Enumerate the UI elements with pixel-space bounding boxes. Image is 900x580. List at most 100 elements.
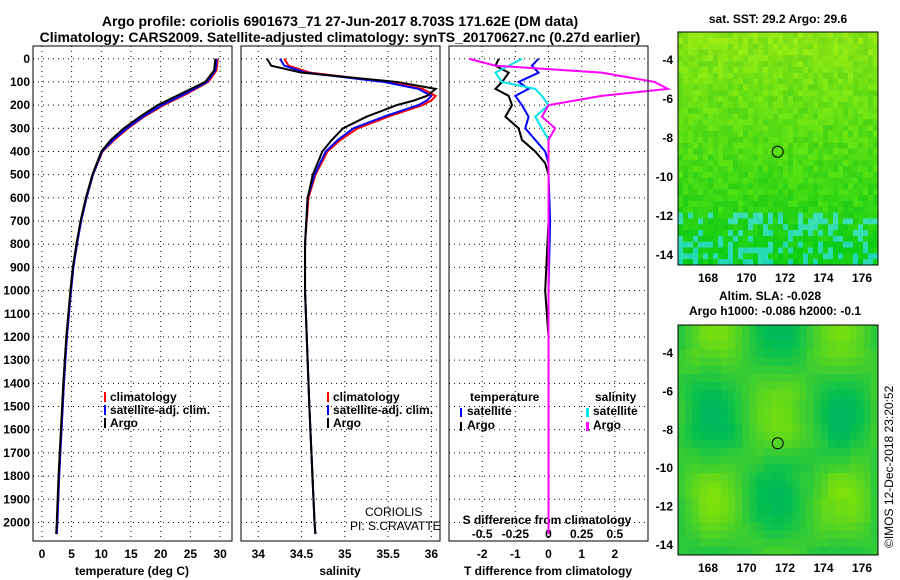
- map-cell: [706, 530, 715, 540]
- map-cell: [813, 119, 819, 126]
- map-cell: [688, 230, 694, 237]
- map-cell: [856, 522, 865, 531]
- map-cell: [842, 398, 850, 408]
- map-cell: [778, 505, 786, 515]
- map-cell: [688, 32, 694, 39]
- map-cell: [763, 472, 772, 482]
- map-cell: [856, 481, 865, 490]
- map-cell: [748, 212, 754, 219]
- map-cell: [868, 259, 874, 266]
- map-cell: [738, 200, 744, 208]
- lat-tick-label: -8: [662, 423, 673, 437]
- map-cell: [763, 125, 769, 132]
- map-cell: [678, 212, 684, 219]
- map-cell: [763, 513, 772, 523]
- map-cell: [858, 78, 864, 85]
- map-cell: [748, 61, 754, 68]
- map-cell: [733, 206, 739, 214]
- map-cell: [842, 357, 850, 367]
- map-cell: [756, 357, 765, 367]
- map-cell: [808, 113, 814, 120]
- map-cell: [728, 464, 736, 474]
- map-cell: [778, 96, 784, 103]
- map-cell: [848, 218, 854, 225]
- map-cell: [713, 154, 719, 161]
- map-cell: [706, 366, 715, 375]
- map-cell: [823, 96, 829, 103]
- map-cell: [848, 177, 854, 184]
- map-cell: [818, 212, 824, 219]
- map-cell: [813, 513, 822, 523]
- map-cell: [828, 481, 836, 490]
- map-cell: [828, 61, 834, 68]
- map-cell: [756, 374, 765, 383]
- map-cell: [756, 431, 765, 441]
- map-cell: [753, 218, 759, 225]
- map-cell: [685, 398, 693, 408]
- map-cell: [793, 90, 799, 97]
- map-cell: [788, 78, 794, 85]
- map-cell: [773, 119, 779, 126]
- map-cell: [778, 78, 784, 85]
- map-cell: [698, 90, 704, 97]
- map-cell: [858, 177, 864, 184]
- map-cell: [868, 55, 874, 62]
- map-cell: [683, 125, 689, 132]
- map-cell: [823, 148, 829, 155]
- map-cell: [838, 107, 844, 115]
- map-cell: [738, 218, 744, 225]
- map-cell: [753, 189, 759, 196]
- map-cell: [856, 357, 865, 367]
- map-cell: [713, 398, 722, 408]
- map-cell: [813, 160, 819, 167]
- map-cell: [683, 78, 689, 85]
- map-cell: [703, 142, 709, 149]
- map-cell: [718, 253, 724, 260]
- map-cell: [770, 415, 779, 425]
- map-cell: [808, 72, 814, 80]
- map-cell: [783, 235, 789, 243]
- map-cell: [773, 125, 779, 132]
- map-cell: [848, 125, 854, 132]
- map-cell: [778, 464, 786, 474]
- map-cell: [692, 349, 700, 359]
- map-cell: [720, 341, 729, 351]
- map-cell: [785, 513, 793, 523]
- map-cell: [856, 349, 865, 359]
- map-cell: [868, 160, 874, 167]
- map-cell: [706, 325, 715, 334]
- map-cell: [873, 55, 879, 62]
- map-cell: [783, 154, 789, 161]
- map-cell: [728, 177, 734, 184]
- map-cell: [688, 177, 694, 184]
- map-cell: [799, 407, 808, 416]
- map-cell: [863, 119, 869, 126]
- map-cell: [708, 49, 714, 56]
- map-cell: [733, 189, 739, 196]
- map-cell: [828, 497, 836, 507]
- map-cell: [803, 253, 809, 260]
- x-tick-label: -1: [510, 547, 521, 561]
- map-cell: [763, 113, 769, 120]
- map-cell: [713, 101, 719, 109]
- map-cell: [763, 259, 769, 266]
- map-cell: [813, 90, 819, 97]
- map-cell: [798, 195, 804, 202]
- map-cell: [693, 96, 699, 103]
- map-cell: [828, 341, 836, 351]
- map-cell: [853, 113, 859, 120]
- map-cell: [768, 32, 774, 39]
- map-cell: [743, 200, 749, 208]
- y-tick-label: 1400: [3, 376, 30, 390]
- map-cell: [763, 407, 772, 416]
- map-cell: [806, 522, 815, 531]
- map-cell: [843, 171, 849, 179]
- map-cell: [843, 183, 849, 190]
- map-cell: [678, 160, 684, 167]
- map-cell: [873, 113, 879, 120]
- map-cell: [728, 253, 734, 260]
- map-cell: [708, 160, 714, 167]
- lon-tick-label: 174: [813, 271, 833, 285]
- map-cell: [870, 366, 879, 375]
- map-cell: [728, 136, 734, 144]
